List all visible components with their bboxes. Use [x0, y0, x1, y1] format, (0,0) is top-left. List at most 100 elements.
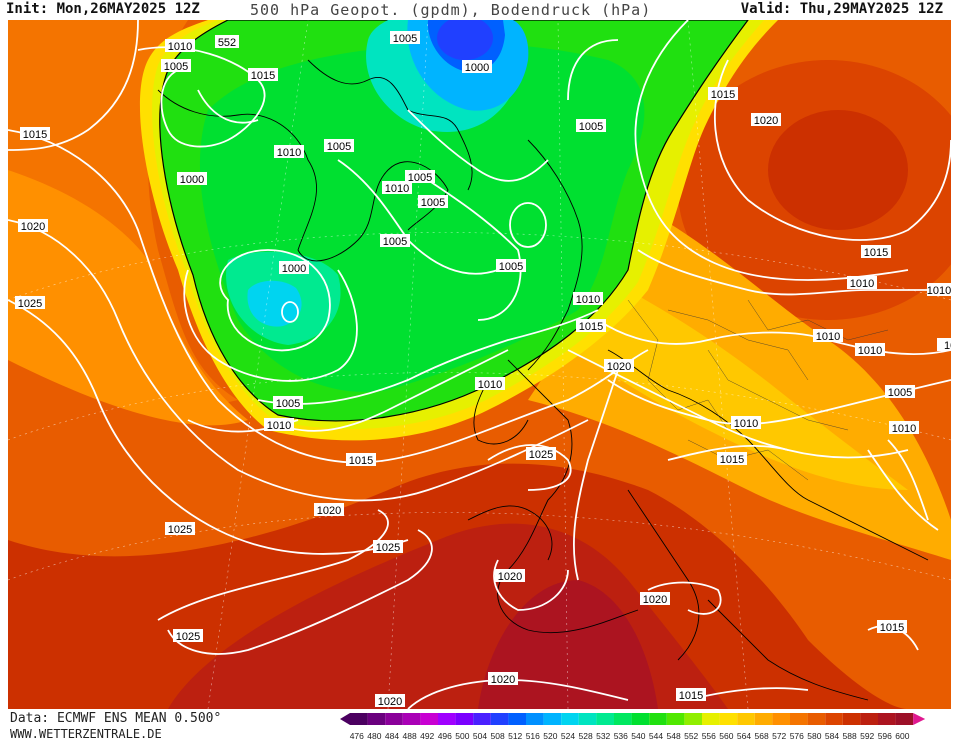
isobar-label: 1020: [375, 694, 405, 708]
coastlines: [157, 59, 929, 701]
legend-tick-label: 496: [438, 731, 452, 741]
legend-tick-label: 584: [825, 731, 839, 741]
isobar-label: 1020: [640, 592, 670, 606]
legend-swatch: [772, 713, 790, 725]
website-label: WWW.WETTERZENTRALE.DE: [10, 727, 162, 741]
svg-text:1020: 1020: [21, 221, 45, 233]
svg-text:1015: 1015: [711, 89, 735, 101]
legend-tick-label: 492: [420, 731, 434, 741]
field-east-high-inner: [768, 110, 908, 230]
legend-tick-label: 556: [702, 731, 716, 741]
isobar-label: 1015: [717, 452, 747, 466]
legend-swatch: [402, 713, 421, 725]
map-header: Init: Mon,26MAY2025 12Z 500 hPa Geopot. …: [0, 0, 959, 20]
isobar-label: 1010: [847, 276, 877, 290]
svg-text:1005: 1005: [327, 141, 351, 153]
svg-text:1025: 1025: [168, 524, 192, 536]
isobar-label: 1020: [314, 503, 344, 517]
isobar-label: 1005: [885, 385, 915, 399]
isobar-label: 1020: [488, 672, 518, 686]
legend-swatch: [666, 713, 685, 725]
isobars: [8, 20, 951, 709]
legend-swatch: [737, 713, 755, 725]
legend-tick-label: 484: [385, 731, 399, 741]
isobar-label: 1015: [20, 127, 50, 141]
legend-swatch: [508, 713, 526, 725]
legend-tick-label: 488: [403, 731, 417, 741]
legend-tick-label: 532: [596, 731, 610, 741]
svg-text:1015: 1015: [679, 690, 703, 702]
legend-tick-label: 560: [719, 731, 733, 741]
legend-tick-label: 520: [543, 731, 557, 741]
legend-swatch: [561, 713, 579, 725]
legend-swatch: [842, 713, 861, 725]
svg-text:1015: 1015: [579, 321, 603, 333]
init-time-label: Init: Mon,26MAY2025 12Z: [6, 1, 200, 17]
svg-text:1005: 1005: [383, 236, 407, 248]
isobar-label: 1010: [731, 416, 761, 430]
legend-swatch: [631, 713, 650, 725]
isobar-label: 1010: [813, 329, 843, 343]
isobar-label: 1010: [475, 377, 505, 391]
svg-text:1010: 1010: [267, 420, 291, 432]
svg-text:1025: 1025: [529, 449, 553, 461]
isobar-label: 1005: [324, 139, 354, 153]
svg-text:1010: 1010: [277, 147, 301, 159]
legend-tick-label: 592: [860, 731, 874, 741]
svg-text:1010: 1010: [850, 278, 874, 290]
svg-text:1025: 1025: [376, 542, 400, 554]
svg-text:1020: 1020: [643, 594, 667, 606]
isobar-label: 1010: [855, 343, 885, 357]
legend-swatch: [895, 713, 914, 725]
svg-text:1005: 1005: [276, 398, 300, 410]
legend-swatch: [543, 713, 562, 725]
legend-tick-label: 552: [684, 731, 698, 741]
isobar-label: 1005: [390, 31, 420, 45]
legend-tick-label: 528: [579, 731, 593, 741]
legend-tick-label: 524: [561, 731, 575, 741]
svg-text:1000: 1000: [180, 174, 204, 186]
field-trough-cyan: [247, 280, 302, 327]
svg-text:1020: 1020: [317, 505, 341, 517]
valid-time-label: Valid: Thu,29MAY2025 12Z: [740, 1, 943, 17]
svg-text:1025: 1025: [176, 631, 200, 643]
graticule: [8, 20, 951, 709]
svg-text:1025: 1025: [18, 298, 42, 310]
svg-text:1000: 1000: [282, 263, 306, 275]
legend-swatch: [578, 713, 597, 725]
svg-text:1010: 1010: [816, 331, 840, 343]
legend-swatch: [455, 713, 474, 725]
legend-swatch: [878, 713, 896, 725]
svg-text:1010: 1010: [927, 285, 951, 297]
legend-swatch: [790, 713, 808, 725]
legend-tick-label: 564: [737, 731, 751, 741]
isobar-label: 1010: [382, 181, 412, 195]
svg-text:1005: 1005: [888, 387, 912, 399]
legend-tick-label: 572: [772, 731, 786, 741]
isobar-label: 1015: [248, 68, 278, 82]
legend-tick-label: 508: [491, 731, 505, 741]
field-low-north-core: [437, 20, 493, 60]
svg-text:1005: 1005: [393, 33, 417, 45]
isobar-label: 1010: [889, 421, 919, 435]
legend-swatch: [614, 713, 632, 725]
isobar-label: 552: [215, 35, 239, 49]
weather-map: 1010 552 1005 1000 1015 1005 1015 1010 1…: [8, 20, 951, 709]
legend-swatch: [350, 713, 368, 725]
isobar-label: 1015: [576, 319, 606, 333]
legend-tick-label: 512: [508, 731, 522, 741]
svg-text:1010: 1010: [944, 340, 951, 352]
svg-text:1020: 1020: [498, 571, 522, 583]
svg-text:1020: 1020: [754, 115, 778, 127]
data-source-label: Data: ECMWF ENS MEAN 0.500°: [10, 711, 222, 726]
isobar-label: 1000: [462, 60, 492, 74]
svg-text:1010: 1010: [734, 418, 758, 430]
isobar-label: 1010: [927, 283, 951, 297]
legend-swatch: [649, 713, 667, 725]
svg-text:1005: 1005: [408, 172, 432, 184]
svg-text:1020: 1020: [491, 674, 515, 686]
isobar-label: 1010: [165, 39, 195, 53]
svg-text:1015: 1015: [349, 455, 373, 467]
svg-text:1005: 1005: [421, 197, 445, 209]
isobar-label: 1005: [496, 259, 526, 273]
